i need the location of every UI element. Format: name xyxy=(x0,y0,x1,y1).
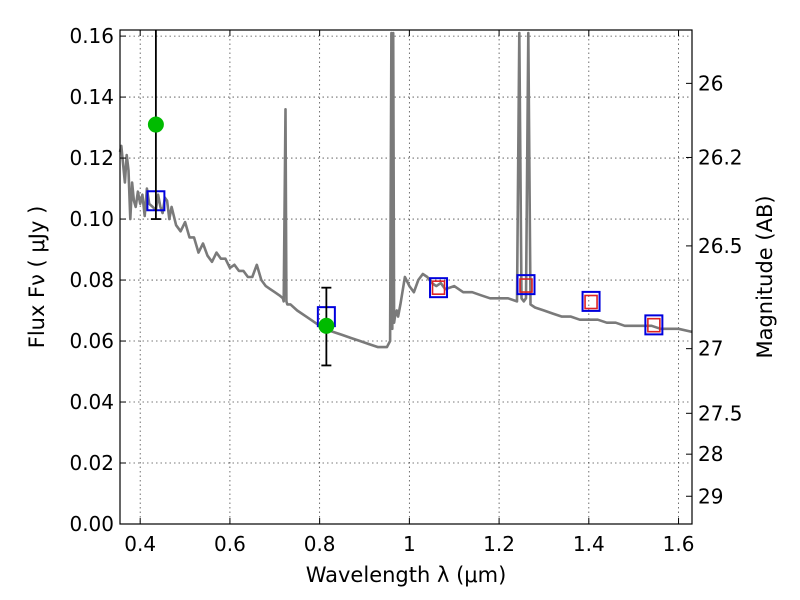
y-tick-label: 0.16 xyxy=(69,24,114,48)
model-photometry-square xyxy=(581,290,601,312)
red-photometry-square xyxy=(431,280,446,295)
plot-frame xyxy=(119,29,693,525)
observed-flux-point xyxy=(147,116,164,133)
tick-layer: 0.4 0.6 0.8 1 1.2 1.4 1.6 0.00 0.02 0.04 0.06 0.08 0… xyxy=(69,24,742,556)
y-tick-label: 0.02 xyxy=(69,451,114,475)
y-axis-title: Flux Fν ( μJy ) xyxy=(25,206,49,349)
y2-tick-label: 28 xyxy=(698,442,723,466)
red-photometry-square xyxy=(519,278,533,293)
observed-flux-point xyxy=(318,317,335,334)
y2-tick-label: 26.5 xyxy=(698,234,743,258)
x-tick-label: 1.2 xyxy=(483,532,515,556)
y2-tick-label: 27 xyxy=(698,337,723,361)
model-photometry-square xyxy=(516,274,536,296)
y2-tick-label: 27.5 xyxy=(698,401,743,425)
y-tick-label: 0.06 xyxy=(69,329,114,353)
x-tick-label: 0.6 xyxy=(214,532,246,556)
y-tick-label: 0.12 xyxy=(69,146,114,170)
y2-tick-label: 26.2 xyxy=(698,145,743,169)
x-axis-title: Wavelength λ (μm) xyxy=(306,563,507,587)
x-tick-label: 1.6 xyxy=(663,532,695,556)
x-tick-label: 1.4 xyxy=(573,532,605,556)
y2-axis-title: Magnitude (AB) xyxy=(753,195,777,358)
red-photometry-square xyxy=(647,317,661,333)
x-tick-label: 1 xyxy=(403,532,416,556)
y2-tick-label: 29 xyxy=(698,484,723,508)
model-photometry-square xyxy=(429,277,449,299)
y-tick-label: 0.04 xyxy=(69,390,114,414)
red-photometry-square xyxy=(584,294,598,310)
y-tick-label: 0.00 xyxy=(69,512,114,536)
y-tick-label: 0.10 xyxy=(69,207,114,231)
x-tick-label: 0.4 xyxy=(124,532,156,556)
x-tick-label: 0.8 xyxy=(304,532,336,556)
y-tick-label: 0.14 xyxy=(69,85,114,109)
series-layer xyxy=(118,30,693,367)
y2-tick-label: 26 xyxy=(698,71,723,95)
y-tick-label: 0.08 xyxy=(69,268,114,292)
model-photometry-square xyxy=(644,314,664,336)
